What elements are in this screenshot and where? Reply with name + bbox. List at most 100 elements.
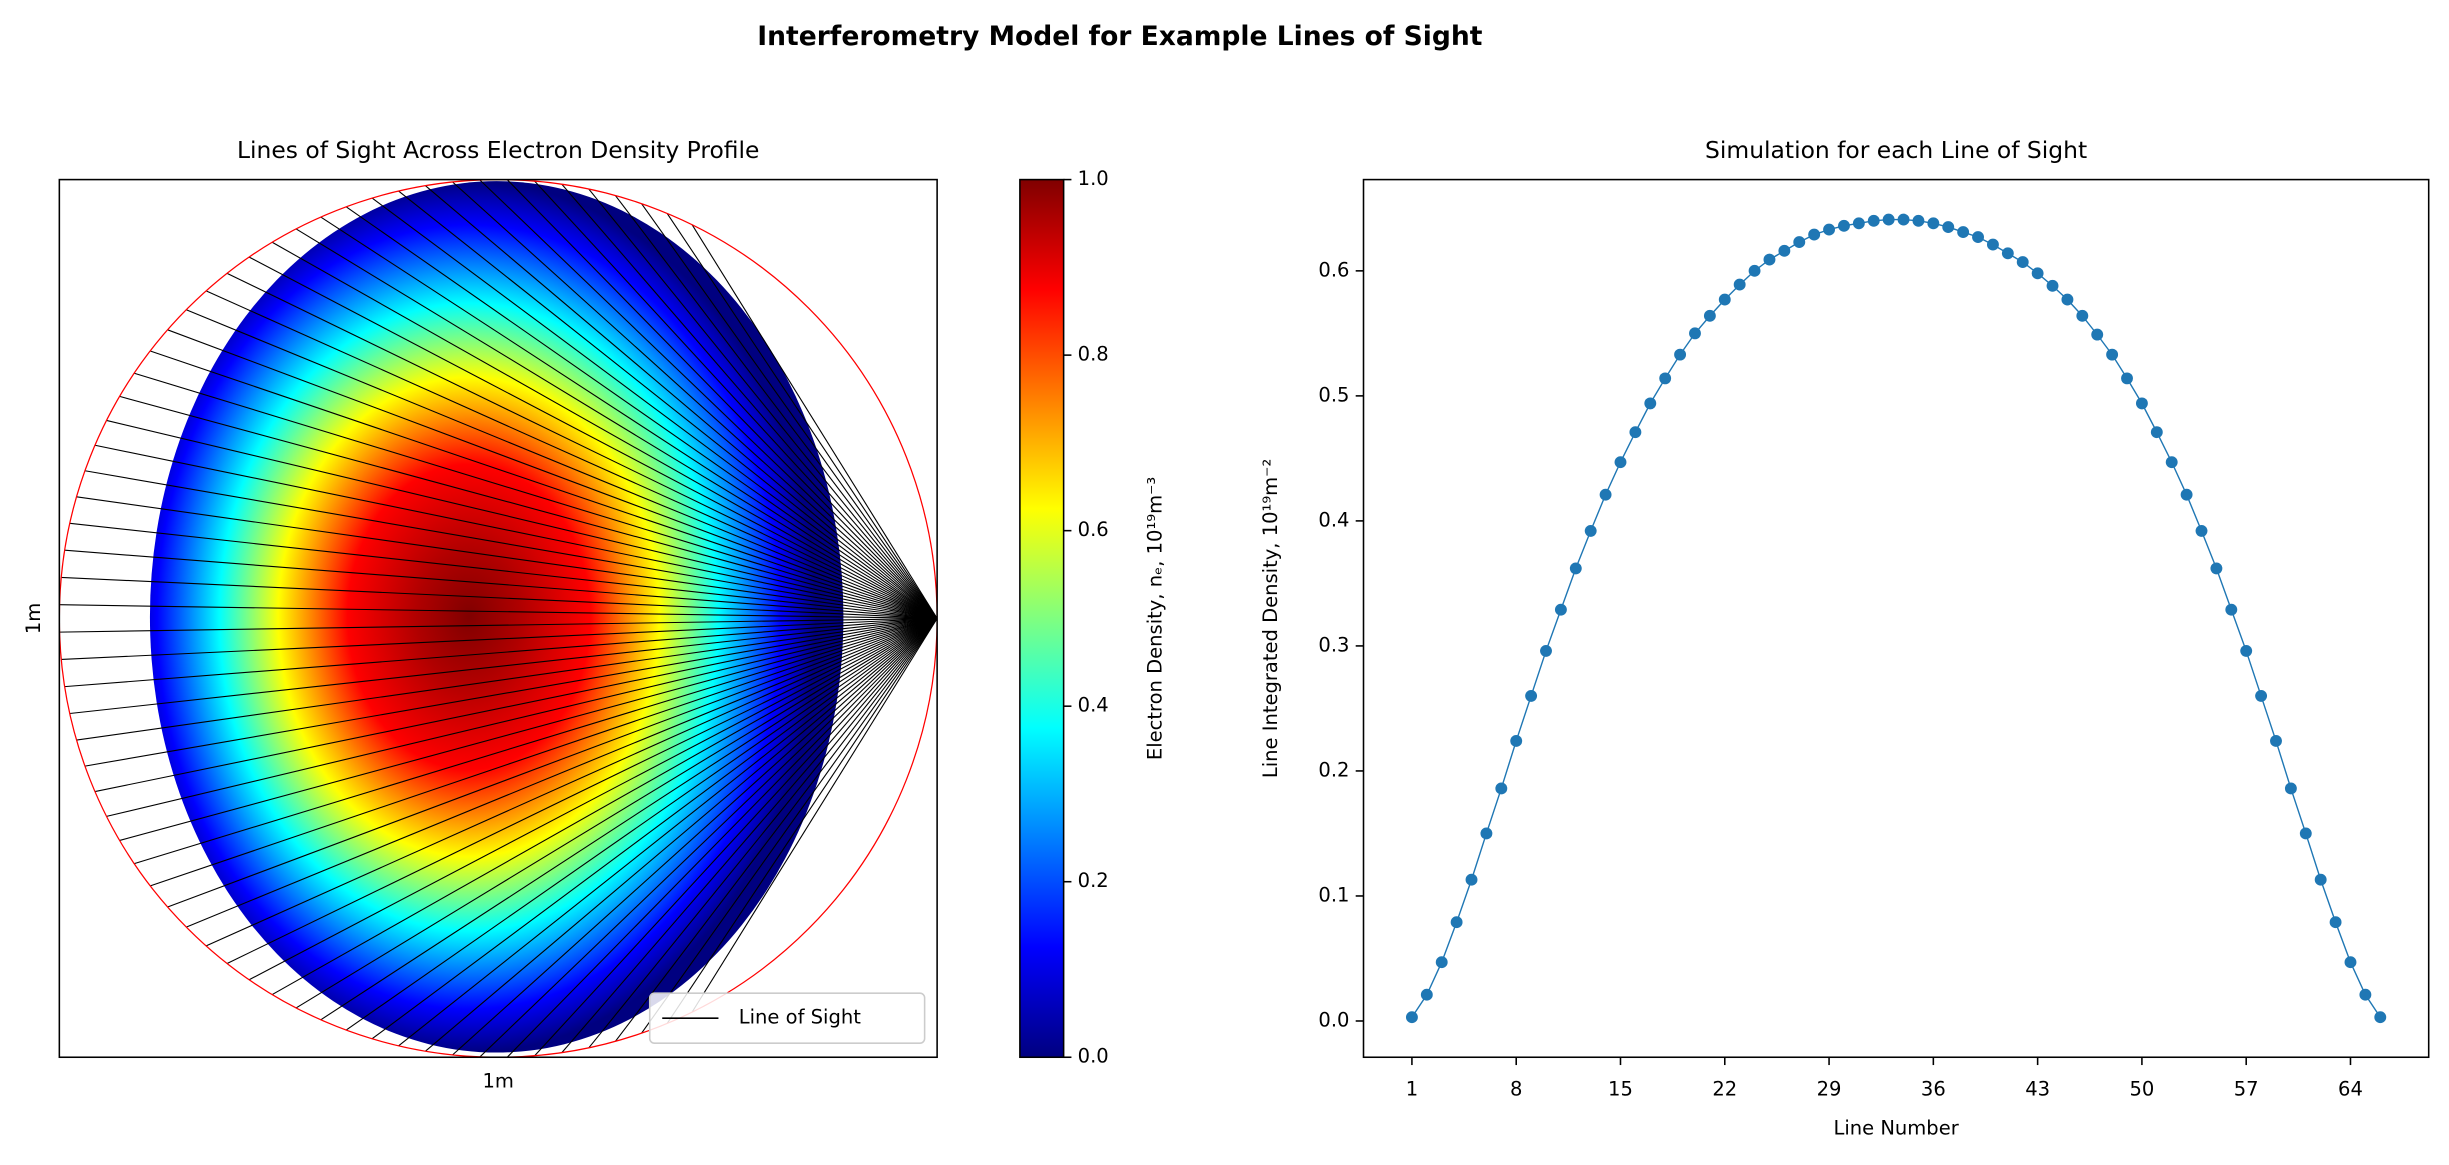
line-of-sight [186, 309, 938, 619]
line-of-sight [345, 206, 938, 619]
line-of-sight [506, 179, 938, 619]
y-tick-label: 0.5 [1318, 383, 1349, 406]
data-point [1808, 228, 1821, 241]
data-line [1411, 218, 2381, 1018]
line-of-sight [271, 241, 938, 619]
colorbar-tick-label: 0.8 [1078, 343, 1109, 366]
line-of-sight [588, 618, 938, 1049]
panel-title: Lines of Sight Across Electron Density P… [237, 136, 760, 164]
data-point [1599, 488, 1612, 501]
line-of-sight [205, 290, 938, 619]
x-tick-label: 57 [2234, 1078, 2259, 1101]
data-point [1823, 223, 1835, 236]
data-point [1435, 956, 1448, 969]
data-point [1987, 238, 1999, 251]
data-point [1733, 278, 1746, 291]
data-point [1852, 217, 1865, 230]
line-of-sight [134, 372, 938, 619]
line-of-sight [106, 617, 938, 817]
line-of-sight [150, 617, 938, 887]
data-point [1689, 327, 1701, 340]
data-point [2329, 916, 2342, 929]
line-of-sight [452, 618, 938, 1056]
data-point [2359, 988, 2372, 1001]
line-of-sight [371, 197, 938, 619]
line-of-sight [320, 617, 938, 1021]
x-tick-label: 50 [2129, 1078, 2154, 1101]
colorbar-tick-label: 0.2 [1078, 869, 1109, 892]
x-axis-label: 1m [483, 1070, 514, 1093]
y-tick-label: 0.4 [1318, 508, 1349, 531]
line-of-sight [561, 618, 938, 1053]
data-point [2240, 644, 2253, 657]
colorbar-tick-label: 0.6 [1078, 518, 1109, 541]
data-point [1420, 988, 1433, 1001]
data-point [1569, 562, 1582, 575]
line-of-sight [119, 395, 938, 619]
data-point [2046, 279, 2059, 292]
data-point [1674, 348, 1687, 361]
line-of-sight [134, 617, 938, 865]
line-of-sight [534, 618, 938, 1057]
line-of-sight [94, 617, 938, 793]
data-point [1614, 456, 1627, 469]
line-of-sight [226, 617, 938, 964]
data-point [2225, 603, 2238, 616]
line-of-sight [561, 183, 938, 619]
data-point [2150, 426, 2163, 439]
data-point [1882, 213, 1895, 226]
data-point [1554, 603, 1567, 616]
x-tick-label: 29 [1817, 1078, 1842, 1101]
data-point [1912, 214, 1925, 227]
data-point [1778, 244, 1791, 257]
line-of-sight [425, 185, 938, 619]
data-point [2001, 247, 2014, 260]
line-of-sight [641, 203, 938, 619]
line-of-sight [295, 228, 938, 619]
data-point [2165, 456, 2178, 469]
line-of-sight [479, 618, 938, 1058]
line-of-sight [506, 618, 938, 1058]
line-of-sight [614, 618, 938, 1042]
y-axis-label: 1m [22, 603, 45, 634]
data-point [1540, 644, 1552, 657]
data-point [1644, 397, 1657, 410]
y-axis-label: Line Integrated Density, 10¹⁹m⁻² [1259, 459, 1282, 778]
data-point [2135, 397, 2148, 410]
y-tick-label: 0.1 [1318, 883, 1349, 906]
line-of-sight [398, 190, 938, 619]
line-of-sight [167, 617, 938, 908]
line-of-sight [452, 181, 938, 619]
line-of-sight [425, 618, 938, 1052]
data-point [1703, 309, 1716, 322]
data-point [2270, 735, 2282, 747]
line-of-sight [691, 618, 938, 1013]
data-point [2016, 256, 2029, 269]
data-point [1838, 219, 1850, 232]
data-point [2180, 488, 2193, 501]
data-point [1927, 217, 1940, 230]
data-point [1718, 293, 1731, 306]
data-point [2031, 267, 2044, 280]
line-of-sight [226, 272, 938, 619]
line-of-sight [186, 617, 938, 928]
density-profile [149, 181, 844, 1053]
data-point [1957, 226, 1970, 239]
data-point [1659, 372, 1672, 385]
line-of-sight [398, 617, 938, 1047]
line-of-sight [106, 419, 938, 619]
lines-of-sight [59, 179, 938, 1058]
line-of-sight [691, 224, 938, 619]
axes-frame [1362, 178, 2430, 1059]
line-of-sight [248, 256, 938, 619]
x-axis-label: Line Number [1833, 1117, 1959, 1140]
line-of-sight [588, 188, 938, 619]
line-of-sight [76, 496, 938, 619]
x-tick-label: 64 [2338, 1078, 2363, 1101]
line-of-sight [320, 216, 938, 619]
data-point [1405, 1011, 1418, 1024]
line-of-sight [76, 617, 938, 741]
x-tick-label: 8 [1510, 1078, 1522, 1101]
line-of-sight [295, 617, 938, 1009]
